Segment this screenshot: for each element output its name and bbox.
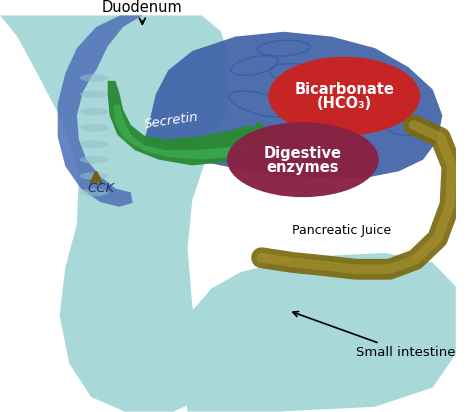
Ellipse shape [227,122,379,197]
Ellipse shape [80,189,109,196]
Text: Small intestine: Small intestine [293,311,455,359]
Polygon shape [254,121,287,164]
Ellipse shape [80,74,109,82]
Text: Pancreatic Juice: Pancreatic Juice [292,224,391,237]
Polygon shape [108,81,267,166]
Polygon shape [58,15,142,207]
Ellipse shape [80,90,109,98]
Text: Secretin: Secretin [143,111,199,131]
Polygon shape [0,15,231,412]
Polygon shape [142,32,442,179]
Text: Digestive: Digestive [264,146,342,162]
Ellipse shape [80,140,109,148]
Text: (HCO₃): (HCO₃) [317,96,372,111]
Ellipse shape [80,108,109,115]
Ellipse shape [268,57,420,136]
Polygon shape [113,104,252,160]
Text: Duodenum: Duodenum [102,0,182,24]
Text: Bicarbonate: Bicarbonate [294,82,394,97]
Ellipse shape [80,124,109,132]
Ellipse shape [80,172,109,180]
Ellipse shape [80,156,109,164]
Text: CCK: CCK [87,182,115,195]
Polygon shape [184,253,456,412]
Text: enzymes: enzymes [267,160,339,175]
